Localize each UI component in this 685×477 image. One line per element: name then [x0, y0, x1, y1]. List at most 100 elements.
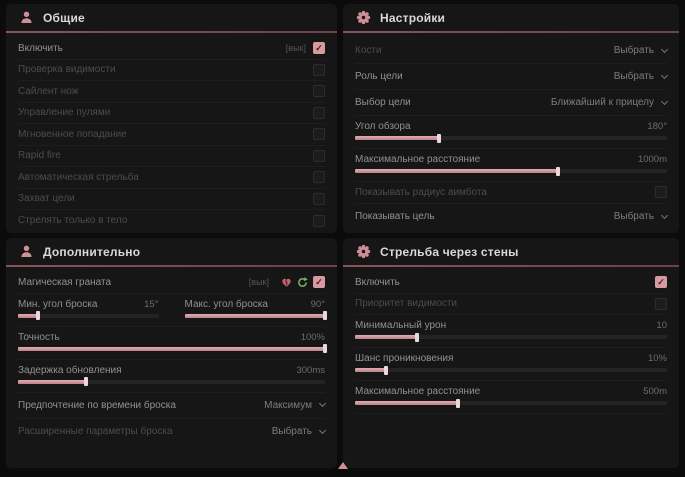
row-show-target: Показывать цель Выбрать [355, 204, 669, 230]
slider-value: 90° [310, 298, 325, 310]
slider-handle[interactable] [415, 332, 420, 342]
throw-angle-sliders: Мин. угол броска 15° Макс. угол броска 9… [18, 294, 327, 327]
slider-value: 15° [144, 298, 159, 310]
row-target-select: Выбор цели Ближайший к прицелу [355, 90, 669, 116]
target-role-select[interactable]: Выбрать [613, 71, 669, 82]
bones-select[interactable]: Выбрать [613, 45, 669, 56]
slider-handle[interactable] [323, 311, 327, 320]
row-auto-fire: Автоматическая стрельба [18, 167, 325, 189]
max-distance-slider[interactable] [355, 166, 667, 176]
checkbox[interactable] [313, 106, 325, 119]
panel-wallbang: Стрельба через стены Включить Приоритет … [343, 238, 679, 468]
row-throw-time-pref: Предпочтение по времени броска Максимум [18, 393, 327, 419]
slider-handle[interactable] [437, 133, 442, 143]
slider-label: Угол обзора [355, 121, 411, 132]
fov-slider[interactable] [355, 133, 667, 143]
refresh-icon[interactable] [297, 277, 308, 288]
resize-arrow-icon[interactable] [338, 462, 348, 469]
slider-handle[interactable] [384, 365, 389, 375]
checkbox[interactable] [655, 297, 667, 310]
header-divider [343, 265, 679, 267]
row-label: Предпочтение по времени броска [18, 399, 176, 411]
row-enable: Включить [вык] [18, 38, 325, 60]
slider-value: 180° [647, 121, 667, 132]
slider-value: 10 [656, 320, 667, 331]
slider-handle[interactable] [83, 377, 88, 386]
panel-settings: Настройки Кости Выбрать Роль цели Выбрат… [343, 4, 679, 233]
checkbox[interactable] [313, 128, 325, 141]
slider-label: Задержка обновления [18, 364, 122, 376]
row-visibility-check: Проверка видимости [18, 60, 325, 81]
chevron-down-icon [660, 211, 669, 219]
checkbox[interactable] [313, 214, 325, 227]
panel-wallbang-header: Стрельба через стены [343, 238, 679, 265]
checkbox[interactable] [655, 186, 667, 199]
row-label: Управление пулями [18, 107, 111, 119]
row-label: Приоритет видимости [355, 298, 458, 310]
chevron-down-icon [318, 399, 327, 408]
slider-value: 300ms [296, 364, 325, 376]
row-label: Расширенные параметры броска [18, 426, 173, 437]
broken-heart-icon[interactable] [281, 277, 292, 288]
max-throw-angle-slider[interactable] [184, 311, 327, 320]
accuracy-slider[interactable] [18, 344, 327, 353]
target-select-dropdown[interactable]: Ближайший к прицелу [550, 97, 669, 108]
show-target-select[interactable]: Выбрать [613, 211, 669, 222]
max-distance-slider-group: Максимальное расстояние 1000m [355, 149, 667, 182]
chevron-down-icon [660, 45, 669, 53]
person-icon [21, 11, 32, 23]
person-icon [21, 245, 32, 257]
panel-title: Стрельба через стены [380, 244, 519, 259]
checkbox[interactable] [313, 63, 325, 76]
min-throw-angle-slider[interactable] [18, 311, 159, 320]
slider-label: Максимальное расстояние [355, 386, 481, 397]
select-value: Выбрать [613, 71, 654, 82]
panel-general-header: Общие [6, 4, 337, 31]
row-label: Мгновенное попадание [18, 128, 127, 140]
select-value: Выбрать [613, 211, 654, 222]
select-value: Выбрать [613, 45, 654, 56]
slider-handle[interactable] [555, 166, 560, 176]
slider-handle[interactable] [323, 344, 327, 353]
select-value: Ближайший к прицелу [550, 97, 654, 108]
panel-settings-header: Настройки [343, 4, 679, 31]
row-label: Rapid fire [18, 150, 61, 162]
min-damage-slider[interactable] [355, 332, 667, 342]
checkbox[interactable] [655, 276, 667, 289]
min-damage-slider-group: Минимальный урон 10 [355, 315, 667, 348]
fov-slider-group: Угол обзора 180° [355, 116, 667, 149]
keybind-state: [вык] [248, 277, 269, 288]
slider-label: Шанс проникновения [355, 353, 454, 364]
checkbox[interactable] [313, 85, 325, 98]
row-bullet-control: Управление пулями [18, 103, 325, 124]
wallbang-max-distance-slider-group: Максимальное расстояние 500m [355, 381, 667, 414]
slider-label: Минимальный урон [355, 320, 447, 331]
advanced-throw-select[interactable]: Выбрать [272, 426, 327, 437]
penetration-chance-slider[interactable] [355, 365, 667, 375]
gear-icon [356, 10, 371, 25]
checkbox[interactable] [313, 276, 325, 289]
row-show-radius: Показывать радиус аимбота [355, 182, 667, 204]
checkbox[interactable] [313, 149, 325, 162]
row-target-role: Роль цели Выбрать [355, 64, 669, 90]
update-delay-slider[interactable] [18, 377, 325, 386]
update-delay-slider-group: Задержка обновления 300ms [18, 360, 325, 393]
slider-handle[interactable] [455, 398, 460, 408]
row-label: Автоматическая стрельба [18, 171, 139, 183]
row-rapid-fire: Rapid fire [18, 146, 325, 167]
checkbox[interactable] [313, 42, 325, 55]
row-target-lock: Захват цели [18, 189, 325, 210]
row-label: Сайлент нож [18, 85, 79, 97]
throw-time-pref-select[interactable]: Максимум [264, 399, 327, 411]
row-label: Выбор цели [355, 97, 411, 108]
wallbang-max-distance-slider[interactable] [355, 398, 667, 408]
checkbox[interactable] [313, 171, 325, 184]
row-label: Кости [355, 45, 382, 56]
max-throw-angle-group: Макс. угол броска 90° [184, 294, 327, 326]
panel-additional-header: Дополнительно [6, 238, 337, 265]
checkbox[interactable] [313, 192, 325, 205]
row-label: Включить [355, 276, 400, 288]
panel-title: Настройки [380, 10, 446, 25]
slider-handle[interactable] [35, 311, 40, 320]
slider-label: Мин. угол броска [18, 298, 98, 310]
